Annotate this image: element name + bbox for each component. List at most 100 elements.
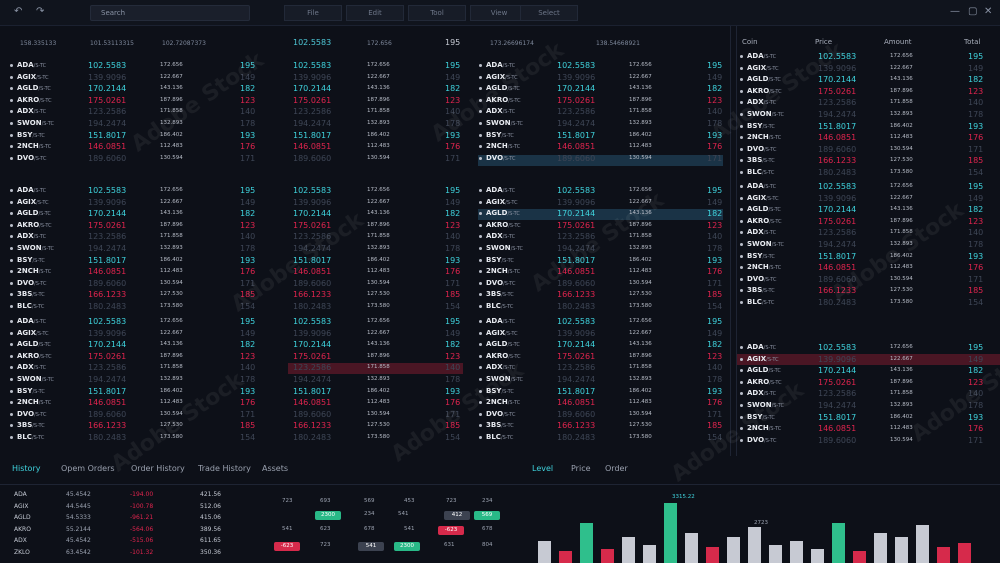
order-pill[interactable]: 623 bbox=[320, 526, 331, 532]
coin-row[interactable]: 3BS/S-TC 166.1233 127.530 185 bbox=[10, 420, 260, 432]
coin-row[interactable]: DVO/S-TC 189.6060 130.594 171 bbox=[10, 278, 260, 290]
coin-row[interactable]: ADX/S-TC 123.2586 171.858 140 bbox=[740, 97, 990, 109]
minimize-icon[interactable]: — bbox=[950, 6, 960, 17]
coin-row[interactable]: AGIX/S-TC 139.9096 122.667 149 bbox=[479, 72, 729, 84]
order-pill[interactable]: 678 bbox=[482, 526, 493, 532]
coin-row[interactable]: AGIX/S-TC 139.9096 122.667 149 bbox=[740, 354, 990, 366]
coin-row[interactable]: ADX/S-TC 123.2586 171.858 140 bbox=[479, 231, 729, 243]
order-pill[interactable]: 569 bbox=[364, 498, 375, 504]
menu-edit[interactable]: Edit bbox=[346, 5, 404, 21]
coin-row[interactable]: SWON/S-TC 194.2474 132.893 178 bbox=[740, 400, 990, 412]
menu-tool[interactable]: Tool bbox=[408, 5, 466, 21]
coin-row[interactable]: ADA/S-TC 102.5583 172.656 195 bbox=[479, 185, 729, 197]
order-pill[interactable]: 631 bbox=[444, 542, 455, 548]
coin-row[interactable]: AGLD/S-TC 170.2144 143.136 182 bbox=[10, 208, 260, 220]
coin-row[interactable]: BSY/S-TC 151.8017 186.402 193 bbox=[740, 121, 990, 133]
tab-order-history[interactable]: Order History bbox=[131, 464, 185, 473]
coin-row[interactable]: 3BS/S-TC 166.1233 127.530 185 bbox=[479, 420, 729, 432]
coin-row[interactable]: SWON/S-TC 194.2474 132.893 178 bbox=[479, 118, 729, 130]
search-input[interactable]: Search bbox=[90, 5, 250, 21]
coin-row[interactable]: ADA/S-TC 102.5583 172.656 195 bbox=[740, 51, 990, 63]
coin-row[interactable]: SWON/S-TC 194.2474 132.893 178 bbox=[479, 243, 729, 255]
coin-row[interactable]: ADX/S-TC 123.2586 171.858 140 bbox=[10, 106, 260, 118]
coin-row[interactable]: 2NCH/S-TC 146.0851 112.483 176 bbox=[10, 141, 260, 153]
coin-row[interactable]: 146.0851 112.483 176 bbox=[290, 397, 540, 409]
coin-row[interactable]: 194.2474 132.893 178 bbox=[290, 243, 540, 255]
coin-row[interactable]: ADA/S-TC 102.5583 172.656 195 bbox=[10, 185, 260, 197]
coin-row[interactable]: 102.5583 172.656 195 bbox=[290, 185, 540, 197]
coin-row[interactable]: DVO/S-TC 189.6060 130.594 171 bbox=[10, 409, 260, 421]
coin-row[interactable]: ADX/S-TC 123.2586 171.858 140 bbox=[10, 362, 260, 374]
coin-row[interactable]: 180.2483 173.580 154 bbox=[290, 301, 540, 313]
tab-price[interactable]: Price bbox=[571, 464, 591, 473]
coin-row[interactable]: AGLD/S-TC 170.2144 143.136 182 bbox=[740, 204, 990, 216]
coin-row[interactable]: ADA/S-TC 102.5583 172.656 195 bbox=[479, 316, 729, 328]
coin-row[interactable]: SWON/S-TC 194.2474 132.893 178 bbox=[479, 374, 729, 386]
coin-row[interactable]: ADA/S-TC 102.5583 172.656 195 bbox=[10, 316, 260, 328]
coin-row[interactable]: BLC/S-TC 180.2483 173.580 154 bbox=[740, 167, 990, 179]
coin-row[interactable]: AGLD/S-TC 170.2144 143.136 182 bbox=[479, 83, 729, 95]
coin-row[interactable]: 189.6060 130.594 171 bbox=[290, 278, 540, 290]
coin-row[interactable]: AGIX/S-TC 139.9096 122.667 149 bbox=[10, 328, 260, 340]
coin-row[interactable]: 2NCH/S-TC 146.0851 112.483 176 bbox=[479, 266, 729, 278]
coin-row[interactable]: 170.2144 143.136 182 bbox=[290, 339, 540, 351]
coin-row[interactable]: AGIX/S-TC 139.9096 122.667 149 bbox=[10, 197, 260, 209]
coin-row[interactable]: BLC/S-TC 180.2483 173.580 154 bbox=[479, 301, 729, 313]
order-pill[interactable]: -623 bbox=[438, 526, 464, 535]
coin-row[interactable]: AGIX/S-TC 139.9096 122.667 149 bbox=[479, 328, 729, 340]
coin-row[interactable]: AKRO/S-TC 175.0261 187.896 123 bbox=[479, 95, 729, 107]
coin-row[interactable]: ADX/S-TC 123.2586 171.858 140 bbox=[479, 106, 729, 118]
coin-row[interactable]: AGLD/S-TC 170.2144 143.136 182 bbox=[740, 74, 990, 86]
coin-row[interactable]: AKRO/S-TC 175.0261 187.896 123 bbox=[740, 86, 990, 98]
coin-row[interactable]: DVO/S-TC 189.6060 130.594 171 bbox=[740, 144, 990, 156]
coin-row[interactable]: 3BS/S-TC 166.1233 127.530 185 bbox=[740, 285, 990, 297]
coin-row[interactable]: 102.5583 172.656 195 bbox=[290, 60, 540, 72]
coin-row[interactable]: 139.9096 122.667 149 bbox=[290, 197, 540, 209]
close-icon[interactable]: ✕ bbox=[984, 6, 993, 17]
order-pill[interactable]: 234 bbox=[482, 498, 493, 504]
tab-open-orders[interactable]: Opem Orders bbox=[61, 464, 115, 473]
col-total[interactable]: Total bbox=[964, 38, 981, 46]
coin-row[interactable]: BSY/S-TC 151.8017 186.402 193 bbox=[10, 386, 260, 398]
coin-row[interactable]: 2NCH/S-TC 146.0851 112.483 176 bbox=[740, 423, 990, 435]
coin-row[interactable]: 189.6060 130.594 171 bbox=[290, 153, 540, 165]
coin-row[interactable]: SWON/S-TC 194.2474 132.893 178 bbox=[740, 109, 990, 121]
coin-row[interactable]: 194.2474 132.893 178 bbox=[290, 118, 540, 130]
coin-row[interactable]: 151.8017 186.402 193 bbox=[290, 386, 540, 398]
coin-row[interactable]: SWON/S-TC 194.2474 132.893 178 bbox=[10, 118, 260, 130]
coin-row[interactable]: 175.0261 187.896 123 bbox=[290, 95, 540, 107]
coin-row[interactable]: BSY/S-TC 151.8017 186.402 193 bbox=[10, 130, 260, 142]
coin-row[interactable]: DVO/S-TC 189.6060 130.594 171 bbox=[479, 278, 729, 290]
coin-row[interactable]: ADX/S-TC 123.2586 171.858 140 bbox=[740, 388, 990, 400]
coin-row[interactable]: 102.5583 172.656 195 bbox=[290, 316, 540, 328]
coin-row[interactable]: ADA/S-TC 102.5583 172.656 195 bbox=[740, 342, 990, 354]
coin-row[interactable]: BSY/S-TC 151.8017 186.402 193 bbox=[479, 255, 729, 267]
tab-order[interactable]: Order bbox=[605, 464, 628, 473]
coin-row[interactable]: 170.2144 143.136 182 bbox=[290, 208, 540, 220]
coin-row[interactable]: 2NCH/S-TC 146.0851 112.483 176 bbox=[479, 397, 729, 409]
coin-row[interactable]: SWON/S-TC 194.2474 132.893 178 bbox=[10, 243, 260, 255]
coin-row[interactable]: BLC/S-TC 180.2483 173.580 154 bbox=[740, 297, 990, 309]
coin-row[interactable]: 151.8017 186.402 193 bbox=[290, 130, 540, 142]
coin-row[interactable]: 146.0851 112.483 176 bbox=[290, 141, 540, 153]
coin-row[interactable]: ADX/S-TC 123.2586 171.858 140 bbox=[10, 231, 260, 243]
coin-row[interactable]: ADA/S-TC 102.5583 172.656 195 bbox=[740, 181, 990, 193]
tab-assets[interactable]: Assets bbox=[262, 464, 289, 473]
order-pill[interactable]: 723 bbox=[320, 542, 331, 548]
coin-row[interactable]: AGIX/S-TC 139.9096 122.667 149 bbox=[740, 63, 990, 75]
col-amount[interactable]: Amount bbox=[884, 38, 912, 46]
coin-row[interactable]: 166.1233 127.530 185 bbox=[290, 420, 540, 432]
coin-row[interactable]: DVO/S-TC 189.6060 130.594 171 bbox=[10, 153, 260, 165]
coin-row[interactable]: AKRO/S-TC 175.0261 187.896 123 bbox=[10, 95, 260, 107]
order-pill[interactable]: 234 bbox=[364, 511, 375, 517]
coin-row[interactable]: 123.2586 171.858 140 bbox=[290, 362, 540, 374]
coin-row[interactable]: AGLD/S-TC 170.2144 143.136 182 bbox=[479, 208, 729, 220]
menu-file[interactable]: File bbox=[284, 5, 342, 21]
coin-row[interactable]: 123.2586 171.858 140 bbox=[290, 231, 540, 243]
coin-row[interactable]: AGLD/S-TC 170.2144 143.136 182 bbox=[479, 339, 729, 351]
coin-row[interactable]: 2NCH/S-TC 146.0851 112.483 176 bbox=[10, 397, 260, 409]
order-pill[interactable]: 541 bbox=[282, 526, 293, 532]
coin-row[interactable]: AKRO/S-TC 175.0261 187.896 123 bbox=[740, 377, 990, 389]
coin-row[interactable]: AKRO/S-TC 175.0261 187.896 123 bbox=[10, 351, 260, 363]
order-pill[interactable]: 723 bbox=[446, 498, 457, 504]
